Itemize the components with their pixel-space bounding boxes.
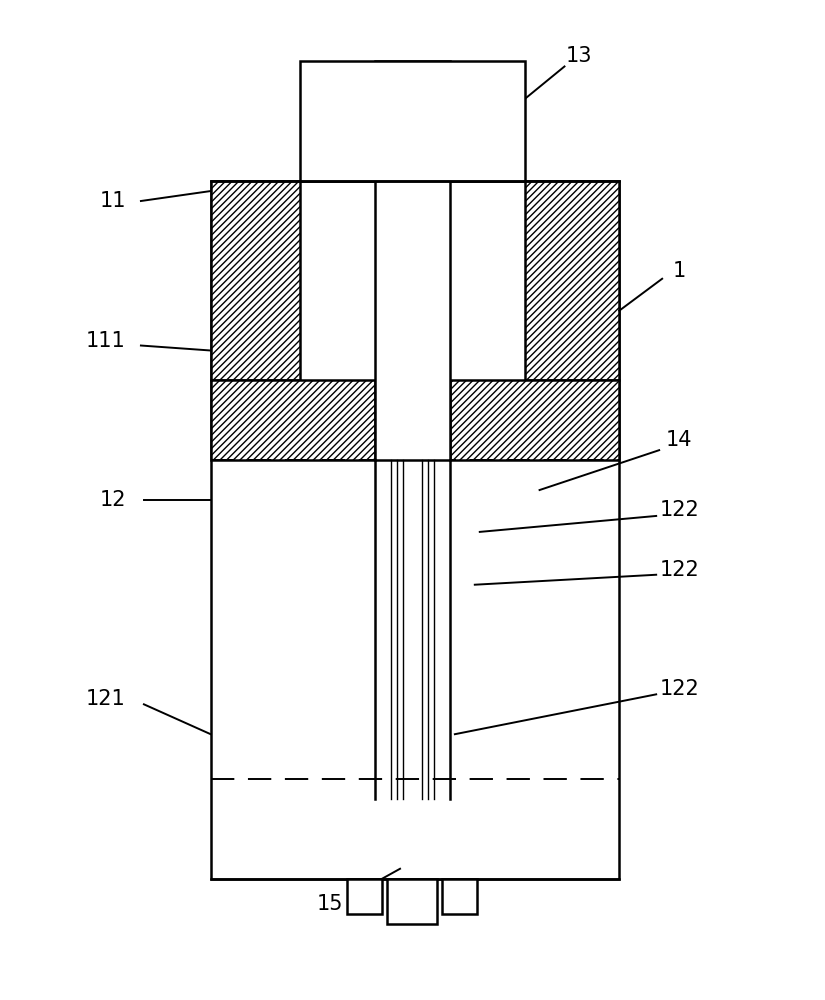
Bar: [210, 181, 620, 879]
Text: 13: 13: [566, 46, 592, 66]
Text: 122: 122: [659, 500, 699, 520]
Bar: [442, 879, 477, 914]
Text: 122: 122: [659, 679, 699, 699]
Text: 111: 111: [86, 331, 126, 351]
Text: 14: 14: [666, 430, 692, 450]
Bar: [210, 380, 375, 460]
Bar: [300, 61, 525, 181]
Bar: [387, 879, 437, 924]
Bar: [210, 181, 300, 380]
Bar: [450, 380, 620, 460]
Text: 11: 11: [100, 191, 126, 211]
Text: 12: 12: [100, 490, 126, 510]
Bar: [347, 879, 382, 914]
Text: 122: 122: [659, 560, 699, 580]
Text: 121: 121: [86, 689, 126, 709]
Text: 1: 1: [672, 261, 686, 281]
Bar: [525, 181, 620, 380]
Bar: [375, 61, 450, 460]
Text: 15: 15: [317, 894, 343, 914]
